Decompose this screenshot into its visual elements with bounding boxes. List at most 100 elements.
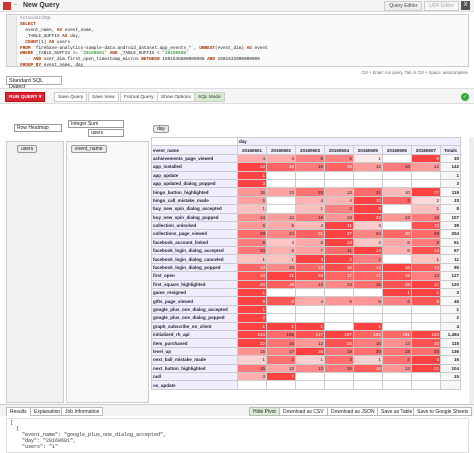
value-cell: 14 <box>352 246 383 256</box>
hide-pivot-button[interactable]: Hide Pivot <box>249 407 280 416</box>
code-token: GROUP BY <box>20 63 42 69</box>
value-cell <box>294 380 325 390</box>
value-cell <box>410 304 441 315</box>
tab-query-editor[interactable]: Query Editor <box>384 1 423 11</box>
unused-field-chip[interactable]: users <box>17 145 38 153</box>
pivot-scrollbar[interactable] <box>469 137 474 404</box>
value-cell: 6 <box>381 237 412 248</box>
sql-code[interactable]: #standardSQL SELECT event_name, AS event_… <box>20 16 268 69</box>
value-cell: 3 <box>352 220 383 231</box>
table-row: os_update <box>151 380 462 390</box>
row-label: bingo_button_highlighted <box>151 187 238 197</box>
value-cell: 186 <box>265 329 296 340</box>
table-row: facebook_login_dialog_popped 13 10 13 15 14 16… <box>151 262 462 273</box>
table-row: facebook_login_dialog_canceled 1 1 3 3 2 1 11 <box>151 254 462 264</box>
value-cell: 9 <box>410 237 441 248</box>
value-cell: 4 <box>410 355 441 365</box>
table-row: app_update 1 1 <box>151 170 462 180</box>
value-cell <box>237 380 267 390</box>
row-label: first_open <box>151 271 238 281</box>
value-cell: 10 <box>381 187 412 197</box>
pivot-controls: Row Heatmap Integer Sum users day <box>0 106 474 139</box>
column-field-chip[interactable]: day <box>153 125 170 133</box>
row-label: game_resigned <box>151 288 238 298</box>
save-view-button[interactable]: Save View <box>88 92 119 102</box>
value-cell <box>381 204 412 214</box>
sql-dialect-select[interactable]: Standard SQL Dialect <box>6 76 62 90</box>
row-total: 15 <box>439 371 462 382</box>
tab-job-information[interactable]: Job Information <box>61 407 104 416</box>
row-label: next_ball_mistake_made <box>151 355 238 365</box>
download-csv-button[interactable]: Download as CSV <box>279 407 328 416</box>
value-cell: 1 <box>294 321 325 332</box>
pivot-corner <box>151 137 238 147</box>
value-cell: 5 <box>265 220 296 231</box>
value-cell: 4 <box>323 195 354 206</box>
value-cell: 10 <box>352 195 383 206</box>
value-cell: 29 <box>237 229 267 239</box>
sql-mode-button[interactable]: SQL Mode <box>194 92 225 102</box>
aggregator-select[interactable]: Integer Sum <box>68 120 124 128</box>
code-line: FROM `firebase-analytics-sample-data.and… <box>20 46 268 52</box>
value-cell: 20 <box>237 279 267 290</box>
table-row: buy_new_spin_dialog_accepted 1 1 2 3 1 8 <box>151 204 462 214</box>
day-column-header: 20160601 <box>237 145 267 155</box>
table-row: collection_unlocked 6 5 4 11 3 10 39 <box>151 220 462 231</box>
value-cell: 31 <box>294 229 325 239</box>
tab-explanation[interactable]: Explanation <box>30 407 65 416</box>
value-cell: 10 <box>265 262 296 273</box>
value-cell <box>294 288 325 298</box>
format-query-button[interactable]: Format Query <box>120 92 158 102</box>
table-row: app_updated_dialog_popped 3 3 <box>151 178 462 189</box>
renderer-select[interactable]: Row Heatmap <box>14 124 62 132</box>
value-cell: 15 <box>237 187 267 197</box>
title-bar: – New Query Query Editor UDF Editor X <box>0 0 474 12</box>
hide-editor-button[interactable]: – <box>14 2 18 8</box>
value-cell <box>323 178 354 189</box>
save-query-button[interactable]: Save Query <box>54 92 88 102</box>
code-token: `firebase-analytics-sample-data.android_… <box>30 45 200 51</box>
row-label: initialized_rh_api <box>151 329 238 340</box>
value-cell <box>410 371 441 382</box>
row-fields-panel: event_name <box>66 141 149 403</box>
download-json-button[interactable]: Download as JSON <box>327 407 379 416</box>
value-cell: 5 <box>352 296 383 306</box>
value-cell <box>265 204 296 214</box>
value-cell: 5 <box>237 195 267 206</box>
value-cell <box>352 170 383 180</box>
value-cell: 3 <box>294 254 325 264</box>
value-cell: 14 <box>352 262 383 273</box>
sql-editor[interactable]: #standardSQL SELECT event_name, AS event_… <box>6 14 469 69</box>
code-token: COUNT <box>20 39 39 45</box>
save-table-button[interactable]: Save as Table <box>377 407 417 416</box>
value-cell: 1 <box>381 288 412 298</box>
row-total: 1,494 <box>439 329 462 340</box>
code-token: AS <box>62 33 68 39</box>
row-label: facebook_login_dialog_popped <box>151 262 238 273</box>
row-label: collection_unlocked <box>151 220 238 231</box>
value-cell: 10 <box>237 246 267 256</box>
row-field-chip[interactable]: event_name <box>71 145 107 153</box>
aggregator-field-select[interactable]: users <box>88 129 124 137</box>
value-cell <box>410 178 441 189</box>
code-token: (1) <box>38 39 49 45</box>
row-label: first_square_highlighted <box>151 279 238 290</box>
value-cell: 1 <box>237 321 267 332</box>
value-cell: 20 <box>410 346 441 357</box>
run-query-button[interactable]: RUN QUERY ▾ <box>5 92 46 102</box>
value-cell: 18 <box>265 279 296 290</box>
tab-results[interactable]: Results <box>6 407 31 416</box>
value-cell <box>381 170 412 180</box>
value-cell <box>265 288 296 298</box>
value-cell: 19 <box>381 271 412 281</box>
close-icon[interactable]: X <box>461 1 470 10</box>
code-token: SELECT <box>20 21 36 27</box>
row-total: 45 <box>439 296 462 306</box>
show-options-button[interactable]: Show Options <box>157 92 195 102</box>
value-cell <box>410 313 441 323</box>
value-cell <box>265 178 296 189</box>
tab-udf-editor[interactable]: UDF Editor <box>424 1 459 11</box>
row-total: 1 <box>439 304 462 315</box>
save-sheets-button[interactable]: Save to Google Sheets <box>413 407 473 416</box>
code-line: -- AND user_dim.first_open_timestamp_mic… <box>20 57 268 63</box>
